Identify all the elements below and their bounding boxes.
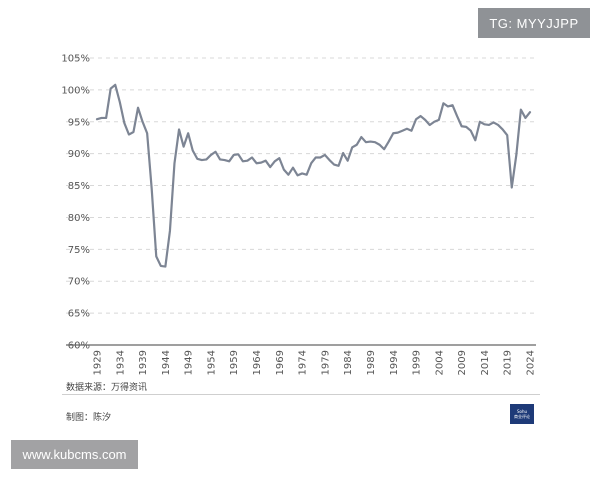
x-tick-label: 1954	[206, 350, 217, 375]
y-tick-label: 65%	[68, 309, 90, 320]
footer-divider	[62, 394, 540, 395]
y-tick-label: 75%	[68, 245, 90, 256]
y-tick-label: 70%	[68, 277, 90, 288]
x-tick-label: 1979	[320, 350, 331, 375]
series-line	[95, 83, 532, 268]
author-note: 制图：陈汐	[66, 413, 112, 423]
x-tick-label: 1929	[93, 350, 104, 375]
tg-badge: TG: MYYJJPP	[478, 8, 590, 38]
x-tick-label: 1934	[115, 350, 126, 375]
x-tick-label: 2009	[457, 350, 468, 375]
logo-text-bottom: 商业评论	[514, 414, 530, 419]
y-tick-label: 60%	[68, 341, 90, 352]
x-tick-label: 1999	[412, 350, 423, 375]
x-tick-label: 1944	[161, 350, 172, 375]
x-tick-label: 1994	[389, 350, 400, 375]
x-tick-label: 2019	[503, 350, 514, 375]
x-tick-label: 1984	[343, 350, 354, 375]
x-tick-label: 2024	[526, 350, 537, 375]
source-note: 数据来源：万得资讯	[66, 383, 148, 393]
y-tick-label: 85%	[68, 181, 90, 192]
x-tick-label: 1989	[366, 350, 377, 375]
x-tick-label: 1974	[298, 350, 309, 375]
y-axis-ticks: 60% 65% 70% 75% 80% 85% 90% 95% 100% 105%	[61, 54, 90, 352]
y-tick-label: 105%	[61, 54, 90, 65]
x-tick-label: 2004	[434, 350, 445, 375]
x-tick-label: 1939	[138, 350, 149, 375]
x-tick-label: 1969	[275, 350, 286, 375]
x-tick-label: 1964	[252, 350, 263, 375]
x-axis-ticks: 1929 1934 1939 1944 1949 1954 1959 1964 1969 1974…	[93, 350, 537, 375]
gridlines	[66, 57, 536, 314]
x-tick-label: 1949	[184, 350, 195, 375]
y-tick-label: 80%	[68, 213, 90, 224]
publisher-logo: Sohu 商业评论	[510, 404, 534, 424]
x-tick-label: 2014	[480, 350, 491, 375]
y-tick-label: 100%	[61, 85, 90, 96]
x-tick-label: 1959	[229, 350, 240, 375]
y-tick-label: 90%	[68, 149, 90, 160]
y-tick-label: 95%	[68, 117, 90, 128]
site-watermark: www.kubcms.com	[11, 440, 138, 469]
logo-text-top: Sohu	[516, 409, 528, 414]
